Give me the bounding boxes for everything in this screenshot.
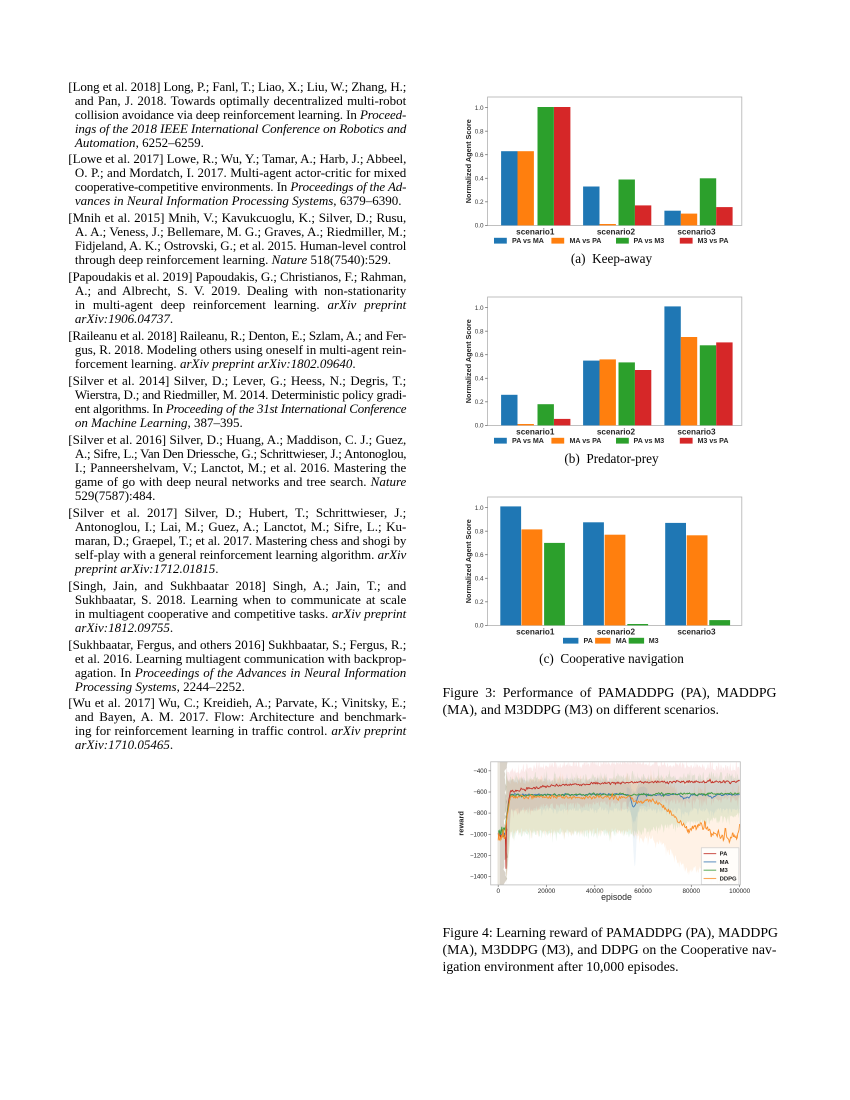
svg-text:1.0: 1.0 (475, 505, 484, 512)
svg-text:0.4: 0.4 (475, 376, 484, 383)
svg-text:MA vs PA: MA vs PA (570, 437, 602, 445)
svg-text:DDPG: DDPG (720, 877, 737, 883)
svg-text:−1000: −1000 (470, 831, 488, 838)
svg-text:PA vs MA: PA vs MA (512, 437, 544, 445)
svg-text:scenario1: scenario1 (516, 428, 555, 437)
svg-text:−800: −800 (473, 810, 487, 817)
svg-text:scenario1: scenario1 (516, 628, 555, 637)
svg-text:−1400: −1400 (470, 874, 488, 881)
svg-text:M3 vs PA: M3 vs PA (698, 237, 729, 245)
svg-text:PA vs M3: PA vs M3 (634, 237, 665, 245)
svg-text:100000: 100000 (729, 888, 751, 895)
svg-text:0.2: 0.2 (475, 599, 484, 606)
svg-text:scenario3: scenario3 (677, 628, 716, 637)
svg-text:PA: PA (720, 852, 728, 858)
svg-text:scenario1: scenario1 (516, 228, 555, 237)
svg-text:−400: −400 (473, 768, 487, 775)
svg-text:0.4: 0.4 (475, 176, 484, 183)
svg-text:0.6: 0.6 (475, 552, 484, 559)
svg-text:M3: M3 (720, 868, 729, 874)
svg-text:PA vs M3: PA vs M3 (634, 437, 665, 445)
svg-text:0.6: 0.6 (475, 352, 484, 359)
svg-text:−1200: −1200 (470, 852, 488, 859)
svg-text:scenario3: scenario3 (677, 228, 716, 237)
svg-text:scenario2: scenario2 (597, 228, 636, 237)
svg-text:20000: 20000 (538, 888, 556, 895)
svg-text:0: 0 (496, 888, 500, 895)
svg-text:0.6: 0.6 (475, 152, 484, 159)
svg-text:−600: −600 (473, 789, 487, 796)
svg-text:episode: episode (601, 892, 632, 902)
svg-text:reward: reward (457, 811, 466, 836)
svg-text:M3: M3 (649, 637, 659, 645)
svg-text:0.8: 0.8 (475, 128, 484, 135)
svg-text:Normalized Agent Score: Normalized Agent Score (464, 319, 473, 403)
svg-text:0.0: 0.0 (475, 623, 484, 630)
svg-text:0.0: 0.0 (475, 423, 484, 430)
svg-text:scenario3: scenario3 (677, 428, 716, 437)
svg-text:1.0: 1.0 (475, 305, 484, 312)
svg-text:60000: 60000 (634, 888, 652, 895)
svg-text:0.4: 0.4 (475, 576, 484, 583)
svg-text:Normalized Agent Score: Normalized Agent Score (464, 519, 473, 603)
svg-text:scenario2: scenario2 (597, 428, 636, 437)
svg-text:0.0: 0.0 (475, 223, 484, 230)
svg-text:Normalized Agent Score: Normalized Agent Score (464, 119, 473, 203)
svg-text:MA vs PA: MA vs PA (570, 237, 602, 245)
svg-text:MA: MA (616, 637, 627, 645)
svg-text:0.8: 0.8 (475, 328, 484, 335)
svg-text:MA: MA (720, 860, 730, 866)
svg-text:0.2: 0.2 (475, 399, 484, 406)
svg-text:M3 vs PA: M3 vs PA (698, 437, 729, 445)
svg-text:80000: 80000 (683, 888, 701, 895)
svg-text:1.0: 1.0 (475, 105, 484, 112)
svg-text:PA vs MA: PA vs MA (512, 237, 544, 245)
svg-text:0.8: 0.8 (475, 528, 484, 535)
svg-text:scenario2: scenario2 (597, 628, 636, 637)
svg-text:0.2: 0.2 (475, 199, 484, 206)
svg-text:PA: PA (584, 637, 593, 645)
svg-text:40000: 40000 (586, 888, 604, 895)
